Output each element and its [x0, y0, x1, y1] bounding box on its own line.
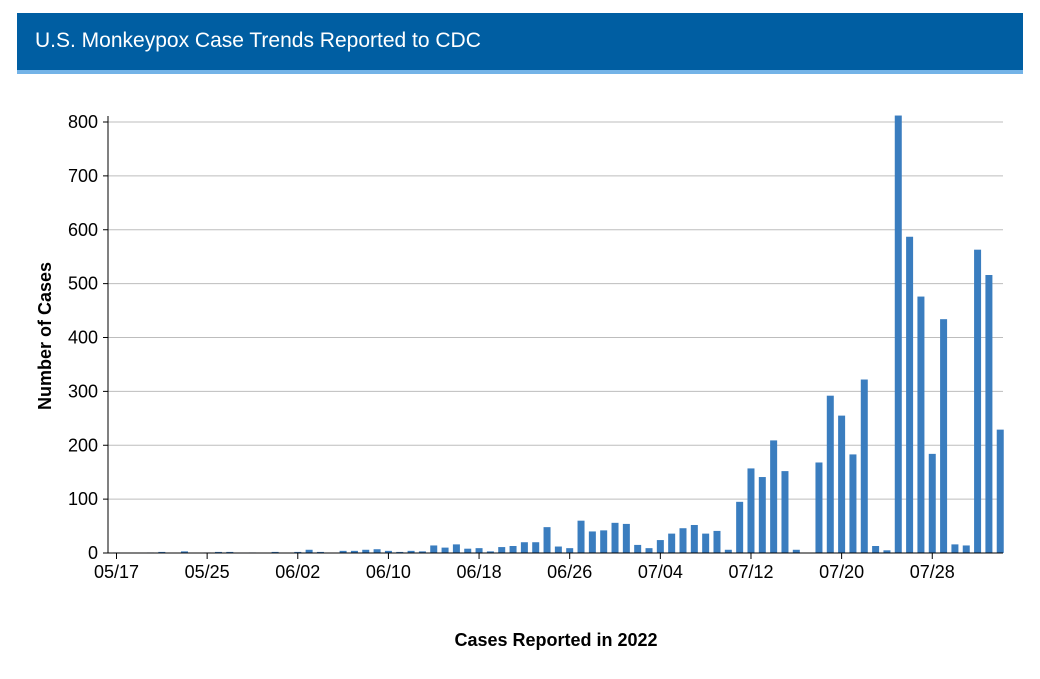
bar-06-27	[577, 520, 585, 553]
bar-07-04	[656, 540, 664, 553]
x-tick-label: 07/20	[819, 562, 864, 582]
bar-07-12	[747, 468, 755, 553]
bar-07-31	[962, 545, 970, 553]
bar-07-03	[645, 548, 653, 553]
y-tick-label: 600	[68, 220, 98, 240]
x-tick-label: 06/18	[457, 562, 502, 582]
bars	[113, 115, 1004, 553]
x-tick-label: 06/10	[366, 562, 411, 582]
x-axis-title: Cases Reported in 2022	[454, 630, 657, 650]
bar-06-11	[396, 551, 404, 553]
bar-05-26	[214, 551, 222, 553]
bar-06-20	[498, 547, 506, 553]
bar-06-19	[486, 551, 494, 553]
bar-07-23	[872, 546, 880, 553]
bar-06-15	[441, 547, 449, 553]
x-tick-label: 05/25	[185, 562, 230, 582]
y-tick-label: 500	[68, 274, 98, 294]
bar-06-26	[566, 548, 574, 553]
bar-07-28	[928, 453, 936, 553]
bar-06-07	[350, 550, 358, 553]
bar-07-26	[906, 236, 914, 553]
bar-08-03	[996, 429, 1004, 553]
grid-lines	[108, 121, 1003, 500]
bar-07-27	[917, 296, 925, 553]
bar-06-08	[362, 549, 370, 553]
bar-07-19	[826, 395, 834, 553]
y-tick-label: 700	[68, 166, 98, 186]
bar-06-18	[475, 548, 483, 553]
bar-06-30	[611, 522, 619, 553]
bar-06-29	[600, 530, 608, 553]
bar-07-22	[860, 379, 868, 553]
page-title: U.S. Monkeypox Case Trends Reported to C…	[35, 29, 481, 52]
bar-07-18	[815, 462, 823, 553]
bar-07-15	[781, 471, 789, 553]
bar-07-30	[951, 544, 959, 553]
bar-07-09	[713, 530, 721, 553]
bar-06-13	[418, 551, 426, 553]
bar-06-04	[316, 551, 324, 553]
bar-07-25	[894, 115, 902, 553]
y-tick-label: 200	[68, 435, 98, 455]
bar-06-10	[384, 550, 392, 553]
x-tick-label: 06/02	[275, 562, 320, 582]
y-axis-title: Number of Cases	[35, 262, 55, 410]
y-tick-label: 800	[68, 112, 98, 132]
bar-07-01	[622, 523, 630, 553]
x-tick-label: 07/12	[728, 562, 773, 582]
bar-06-17	[464, 548, 472, 553]
bar-06-06	[339, 550, 347, 553]
bar-05-21	[158, 551, 166, 553]
bar-07-16	[792, 549, 800, 553]
bar-07-07	[690, 524, 698, 553]
bar-05-23	[180, 551, 188, 553]
bar-07-06	[679, 528, 687, 553]
bar-07-10	[724, 549, 732, 553]
bar-07-14	[770, 440, 778, 553]
y-tick-label: 400	[68, 328, 98, 348]
axes: 0 100 200 300 400 500 600 700 800 05/17 05/25 06/02…	[68, 112, 1003, 582]
bar-07-08	[702, 533, 710, 553]
y-tick-label: 100	[68, 489, 98, 509]
bar-07-24	[883, 550, 891, 553]
bar-06-03	[305, 549, 313, 553]
bar-07-11	[736, 501, 744, 553]
x-tick-label: 07/28	[910, 562, 955, 582]
bar-06-28	[588, 531, 596, 553]
bar-07-13	[758, 477, 766, 553]
bar-06-16	[452, 544, 460, 553]
bar-08-02	[985, 275, 993, 553]
bar-07-20	[838, 415, 846, 553]
bar-05-31	[271, 551, 279, 553]
header-banner: U.S. Monkeypox Case Trends Reported to C…	[17, 13, 1023, 74]
y-tick-label: 300	[68, 381, 98, 401]
bar-06-21	[509, 546, 517, 553]
bar-06-25	[554, 546, 562, 553]
bar-06-12	[407, 550, 415, 553]
x-tick-label: 06/26	[547, 562, 592, 582]
bar-07-02	[634, 544, 642, 553]
bar-05-27	[226, 551, 234, 553]
bar-06-14	[430, 545, 438, 553]
bar-07-29	[940, 319, 948, 553]
x-tick-label: 05/17	[94, 562, 139, 582]
bar-06-24	[543, 527, 551, 553]
y-tick-label: 0	[88, 543, 98, 563]
x-tick-label: 07/04	[638, 562, 683, 582]
bar-06-09	[373, 549, 381, 553]
bar-06-02	[294, 551, 302, 553]
bar-06-22	[520, 542, 528, 553]
bar-07-21	[849, 454, 857, 553]
bar-06-23	[532, 542, 540, 553]
bar-07-05	[668, 533, 676, 553]
bar-08-01	[974, 249, 982, 553]
